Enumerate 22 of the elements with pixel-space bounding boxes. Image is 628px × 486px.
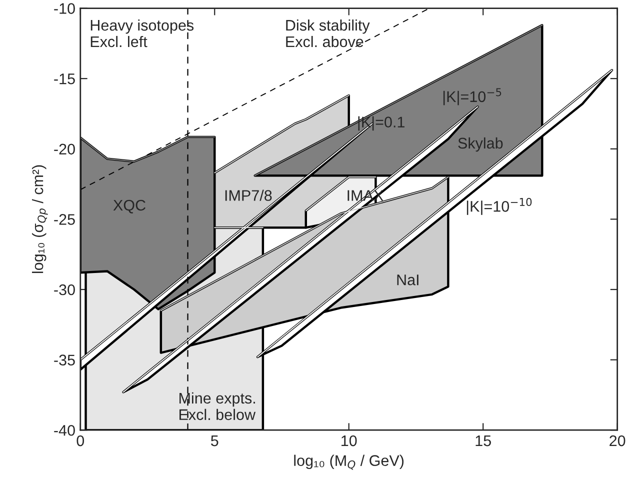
y-axis-title: log₁₀ (σ$_{Qp}$ / cm²)	[32, 165, 48, 274]
y-tick-label: -35	[54, 354, 75, 366]
annotation: Heavy isotopes Excl. left	[90, 19, 194, 48]
y-tick-label: -40	[54, 424, 75, 436]
y-tick-label: -30	[54, 284, 75, 296]
y-tick-label: -20	[54, 144, 75, 155]
annotation: XQC	[113, 200, 146, 214]
annotation: NaI	[397, 274, 418, 286]
x-tick-label: 0	[76, 435, 84, 446]
annotation: Disk stability Excl. above	[286, 19, 370, 48]
x-tick-label: 20	[610, 435, 626, 446]
x-tick-label: 10	[342, 435, 357, 446]
annotation: Skylab	[458, 137, 503, 152]
y-tick-label: -10	[54, 3, 75, 14]
annotation: |K|=10$^{−5}$	[443, 88, 502, 106]
x-tick-label: 5	[210, 436, 218, 446]
x-axis-title: log₁₀ (M$_{Q}$ / GeV)	[294, 454, 404, 470]
y-tick-label: -15	[54, 74, 75, 84]
annotation: IMP7/8	[225, 190, 272, 201]
x-tick-label: 15	[476, 436, 491, 446]
y-tick-label: -25	[54, 214, 75, 225]
annotation: |K|=10$^{−10}$	[466, 198, 532, 215]
